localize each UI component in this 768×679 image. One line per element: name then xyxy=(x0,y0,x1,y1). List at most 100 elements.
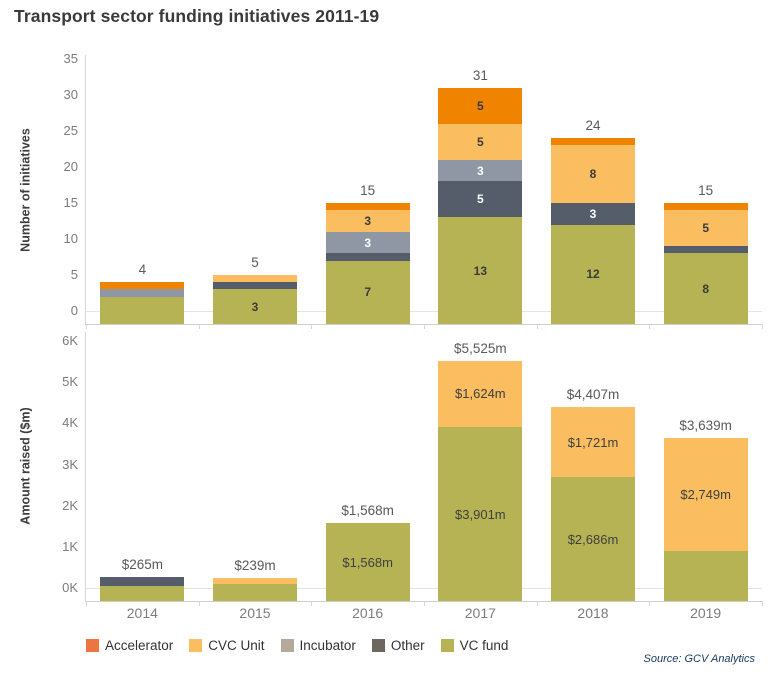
bar-segment: 5 xyxy=(663,210,748,247)
bar-total-label: $5,525m xyxy=(454,340,507,356)
bar-segment: $1,721m xyxy=(551,406,635,478)
bar-segment: 3 xyxy=(325,210,410,232)
legend-item-other: Other xyxy=(371,638,425,653)
bar-segment: 5 xyxy=(438,123,523,160)
bar-segment: 8 xyxy=(663,253,748,324)
segment-value-label: $1,624m xyxy=(455,386,506,402)
x-tick xyxy=(762,601,763,606)
bar-total-label: $4,407m xyxy=(566,386,620,402)
bar-segment: 3 xyxy=(325,231,410,254)
bar-total-label: 5 xyxy=(251,255,259,270)
bar-segment: 3 xyxy=(438,159,523,182)
legend-label: CVC Unit xyxy=(208,638,265,653)
bar-segment xyxy=(100,585,185,601)
y-tick-label: 25 xyxy=(63,123,78,138)
bar-segment xyxy=(213,578,297,584)
bar-segment xyxy=(663,551,748,601)
gridline-zero xyxy=(86,588,762,589)
x-tick xyxy=(199,601,200,606)
segment-value-label: $1,568m xyxy=(342,554,393,570)
segment-value-label: $2,749m xyxy=(680,487,731,503)
y-tick-label: 5K xyxy=(62,374,78,390)
legend-swatch-icon xyxy=(440,639,454,652)
segment-value-label: 3 xyxy=(589,206,597,221)
segment-value-label: 3 xyxy=(364,213,371,228)
bar-total-label: 31 xyxy=(472,67,488,83)
y-tick-label: 30 xyxy=(63,87,78,102)
bar-total-label: 15 xyxy=(360,183,376,198)
x-axis-year-label: 2016 xyxy=(352,605,384,621)
y-tick-label: 5 xyxy=(70,267,78,282)
y-tick-label: 6K xyxy=(62,333,78,348)
segment-value-label: 8 xyxy=(702,281,709,296)
bar-segment xyxy=(325,203,410,211)
bar-segment xyxy=(213,282,297,290)
legend: Accelerator CVC Unit Incubator Other VC fund xyxy=(86,638,508,653)
segment-value-label: $2,686m xyxy=(567,531,619,547)
bar-segment: $2,749m xyxy=(663,438,748,552)
legend-item-vc-fund: VC fund xyxy=(440,638,509,653)
bar-segment xyxy=(100,296,185,324)
segment-value-label: 12 xyxy=(586,267,600,282)
legend-swatch-icon xyxy=(189,639,203,652)
bar-segment: 13 xyxy=(438,217,523,324)
x-tick xyxy=(649,601,650,606)
bar-total-label: 24 xyxy=(585,118,601,134)
legend-label: Accelerator xyxy=(105,638,174,653)
y-tick-label: 15 xyxy=(63,195,78,210)
legend-item-accelerator: Accelerator xyxy=(86,638,173,653)
bar-total-label: $1,568m xyxy=(341,503,394,519)
segment-value-label: 5 xyxy=(702,221,709,236)
bar-segment xyxy=(663,246,748,254)
x-axis-year-label: 2019 xyxy=(690,605,722,621)
y-tick-label: 4K xyxy=(62,415,78,431)
y-tick-label: 2K xyxy=(62,497,78,513)
bar-segment xyxy=(325,253,410,261)
segment-value-label: 3 xyxy=(364,235,371,250)
legend-item-incubator: Incubator xyxy=(280,638,356,653)
y-tick-label: 20 xyxy=(63,159,78,174)
y-tick-label: 1K xyxy=(62,538,78,554)
x-axis-line xyxy=(85,601,762,602)
x-tick xyxy=(424,324,425,329)
segment-value-label: 3 xyxy=(251,299,259,314)
y-tick-label: 35 xyxy=(63,51,78,66)
x-tick xyxy=(86,601,87,606)
legend-label: Other xyxy=(390,638,425,653)
bar-segment xyxy=(100,577,185,586)
legend-swatch-icon xyxy=(280,639,294,652)
segment-value-label: $3,901m xyxy=(455,506,506,522)
y-axis-line xyxy=(85,332,86,601)
bar-segment: 3 xyxy=(213,289,297,324)
bar-segment: 5 xyxy=(438,87,523,124)
segment-value-label: 5 xyxy=(476,98,484,113)
bar-segment: $1,568m xyxy=(325,523,410,601)
bar-segment: $3,901m xyxy=(438,427,523,601)
bar-segment: $2,686m xyxy=(551,477,635,601)
x-axis-year-label: 2018 xyxy=(577,605,609,621)
segment-value-label: 5 xyxy=(476,192,484,207)
bar-total-label: $265m xyxy=(121,557,163,573)
bar-segment: 12 xyxy=(551,224,635,324)
legend-label: VC fund xyxy=(459,638,509,653)
segment-value-label: $1,721m xyxy=(567,434,619,450)
bar-segment xyxy=(663,203,748,211)
y-tick-label: 0 xyxy=(70,303,78,318)
x-tick xyxy=(537,601,538,606)
x-tick xyxy=(86,324,87,329)
bar-total-label: $239m xyxy=(234,558,276,574)
x-tick xyxy=(311,324,312,329)
x-tick xyxy=(762,324,763,329)
y-tick-label: 0K xyxy=(62,580,78,595)
x-axis-year-label: 2017 xyxy=(464,605,496,621)
bar-segment: 7 xyxy=(325,260,410,324)
x-tick xyxy=(649,324,650,329)
bar-segment xyxy=(213,583,297,601)
y-tick-label: 10 xyxy=(63,231,78,246)
gridline-zero xyxy=(86,311,762,312)
x-tick xyxy=(199,324,200,329)
bar-segment xyxy=(551,138,635,146)
y-tick-label: 3K xyxy=(62,456,78,472)
segment-value-label: 13 xyxy=(473,263,487,278)
